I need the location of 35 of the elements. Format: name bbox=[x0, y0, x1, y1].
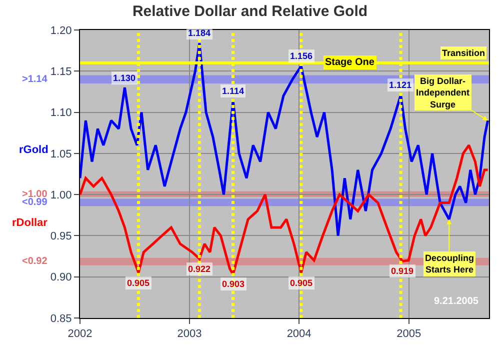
annotation: 0.905 bbox=[290, 278, 313, 288]
y-tick-label: 1.10 bbox=[50, 107, 72, 120]
y-tick-label: 0.95 bbox=[50, 230, 72, 243]
annotation: 1.114 bbox=[222, 86, 244, 96]
line-series bbox=[80, 144, 489, 276]
band-label: <0.92 bbox=[22, 256, 48, 267]
annotation: 9.21.2005 bbox=[434, 296, 479, 307]
annotation: Decoupling Starts Here bbox=[425, 253, 474, 275]
line-series bbox=[80, 42, 489, 237]
text: rDollar bbox=[12, 217, 48, 229]
annotation: Transition bbox=[442, 48, 486, 58]
annotation: 0.922 bbox=[188, 264, 211, 274]
annotation: 1.184 bbox=[188, 28, 211, 38]
chart-title: Relative Dollar and Relative Gold bbox=[132, 2, 368, 20]
y-tick-label: 1.20 bbox=[50, 24, 72, 37]
x-tick-label: 2002 bbox=[68, 328, 92, 340]
y-tick-label: 0.85 bbox=[50, 312, 72, 325]
band-label: >1.14 bbox=[22, 74, 48, 85]
annotation: 0.919 bbox=[391, 266, 414, 276]
annotation: Big Dollar- Independent Surge bbox=[416, 76, 470, 110]
ref-line-label: Stage One bbox=[325, 57, 375, 68]
annotation: 0.903 bbox=[222, 279, 245, 289]
x-tick-label: 2003 bbox=[177, 328, 202, 340]
annotation: 0.905 bbox=[127, 278, 150, 288]
y-tick-label: 1.05 bbox=[50, 148, 72, 160]
x-tick-label: 2005 bbox=[396, 328, 422, 340]
annotation: 1.130 bbox=[113, 73, 136, 83]
y-tick-label: 1.15 bbox=[50, 66, 72, 78]
x-tick-label: 2004 bbox=[286, 328, 312, 340]
band-label: <0.99 bbox=[22, 197, 48, 208]
annotation: 1.156 bbox=[290, 51, 313, 61]
y-tick-label: 0.90 bbox=[50, 272, 72, 284]
text: rGold bbox=[19, 144, 48, 156]
y-tick-label: 1.00 bbox=[50, 189, 72, 202]
annotation: 1.121 bbox=[389, 80, 412, 90]
